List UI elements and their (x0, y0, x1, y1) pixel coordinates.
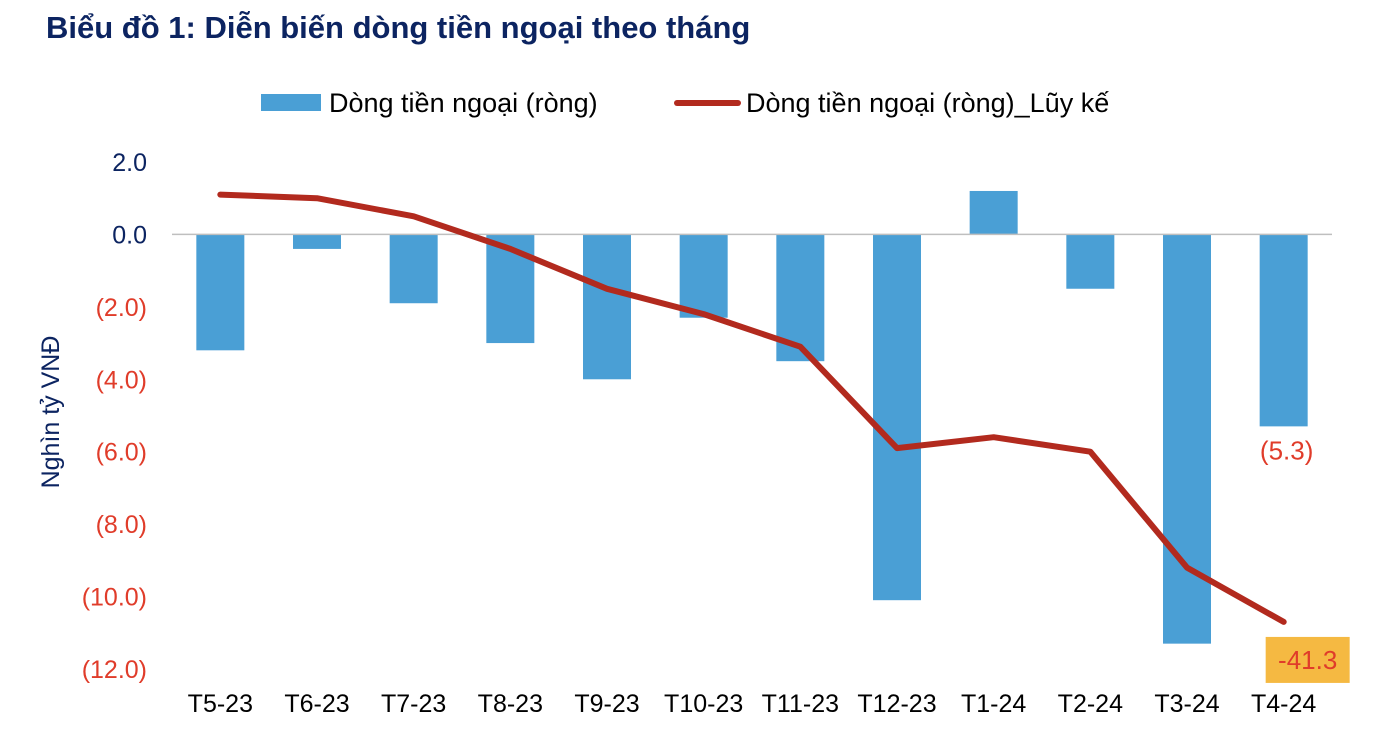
y-tick-label: 2.0 (112, 149, 147, 177)
x-tick-label: T6-23 (284, 690, 349, 718)
bar-series (196, 190, 1308, 644)
legend-swatch-bar (261, 94, 321, 111)
y-tick-label: (2.0) (96, 294, 147, 322)
x-tick-label: T1-24 (961, 690, 1026, 718)
bar (1066, 234, 1115, 289)
bar (873, 234, 921, 601)
x-tick-label: T10-23 (664, 690, 743, 718)
x-tick-label: T12-23 (857, 690, 936, 718)
bar (679, 234, 728, 318)
bar (1259, 234, 1308, 427)
line-data-label: -41.3 (1278, 645, 1337, 675)
line-data-label-box (1265, 636, 1350, 683)
y-tick-label: (10.0) (82, 584, 147, 612)
y-axis-label: Nghìn tỷ VNĐ (37, 336, 65, 489)
x-tick-label: T9-23 (574, 690, 639, 718)
x-tick-label: T2-24 (1058, 690, 1123, 718)
y-tick-label: (6.0) (96, 439, 147, 467)
y-tick-label: (8.0) (96, 511, 147, 539)
bar (1163, 234, 1211, 644)
chart-legend: Dòng tiền ngoại (ròng) Dòng tiền ngoại (… (261, 88, 1109, 118)
bar (389, 234, 438, 304)
bar-data-label: (5.3) (1260, 435, 1313, 465)
bar (969, 190, 1018, 235)
y-axis-ticks: 2.0 0.0 (2.0) (4.0) (6.0) (8.0) (10.0) (12.0) (82, 149, 147, 684)
y-tick-label: 0.0 (112, 221, 147, 249)
x-axis-ticks: T5-23 T6-23 T7-23 T8-23 T9-23 T10-23 T11-23 T12… (188, 690, 1317, 718)
chart-title: Biểu đồ 1: Diễn biến dòng tiền ngoại the… (46, 10, 751, 45)
legend-label-bar: Dòng tiền ngoại (ròng) (329, 88, 598, 118)
bar (583, 234, 631, 380)
y-tick-label: (12.0) (82, 656, 147, 684)
cumulative-line (217, 191, 1287, 625)
x-tick-label: T4-24 (1251, 690, 1316, 718)
legend-label-line: Dòng tiền ngoại (ròng)_Lũy kế (746, 88, 1109, 118)
y-tick-label: (4.0) (96, 366, 147, 394)
x-tick-label: T8-23 (478, 690, 543, 718)
x-tick-label: T7-23 (381, 690, 446, 718)
x-tick-label: T3-24 (1154, 690, 1219, 718)
x-tick-label: T11-23 (762, 690, 839, 718)
x-tick-label: T5-23 (188, 690, 253, 718)
bar (196, 234, 245, 351)
chart-annotations: (5.3) -41.3 (1260, 435, 1350, 683)
bar (293, 234, 341, 249)
line-series (217, 191, 1287, 625)
